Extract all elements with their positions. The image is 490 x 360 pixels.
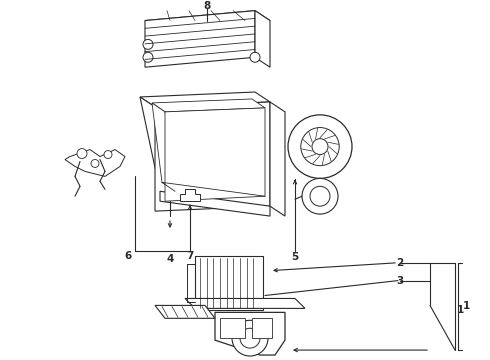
Circle shape (104, 150, 112, 158)
Polygon shape (215, 312, 285, 355)
Circle shape (232, 320, 268, 356)
Bar (195, 256, 263, 310)
Circle shape (143, 52, 153, 62)
Polygon shape (140, 92, 270, 107)
Circle shape (91, 159, 99, 167)
Polygon shape (65, 150, 125, 176)
Polygon shape (145, 11, 255, 67)
Circle shape (143, 39, 153, 49)
Polygon shape (152, 103, 175, 191)
Circle shape (302, 178, 338, 214)
Polygon shape (155, 305, 215, 318)
Text: 7: 7 (186, 251, 194, 261)
Text: 4: 4 (166, 254, 173, 264)
Polygon shape (270, 102, 285, 216)
Bar (252, 318, 272, 338)
Text: 1: 1 (456, 305, 464, 315)
Circle shape (310, 186, 330, 206)
Text: 6: 6 (124, 251, 132, 261)
Polygon shape (140, 97, 175, 201)
Text: 2: 2 (396, 258, 404, 268)
Text: 1: 1 (463, 301, 469, 311)
Text: 3: 3 (396, 276, 404, 285)
Circle shape (312, 139, 328, 154)
Circle shape (301, 127, 339, 166)
Circle shape (77, 149, 87, 158)
Polygon shape (145, 11, 270, 31)
Circle shape (240, 328, 260, 348)
Text: 8: 8 (203, 1, 211, 11)
Text: 5: 5 (292, 252, 298, 262)
Polygon shape (160, 191, 270, 216)
Polygon shape (155, 102, 270, 211)
Bar (220, 318, 245, 338)
Polygon shape (165, 108, 265, 201)
Polygon shape (180, 189, 200, 201)
Polygon shape (152, 99, 265, 112)
Circle shape (288, 115, 352, 178)
Polygon shape (255, 11, 270, 67)
Circle shape (250, 52, 260, 62)
Polygon shape (185, 298, 305, 309)
